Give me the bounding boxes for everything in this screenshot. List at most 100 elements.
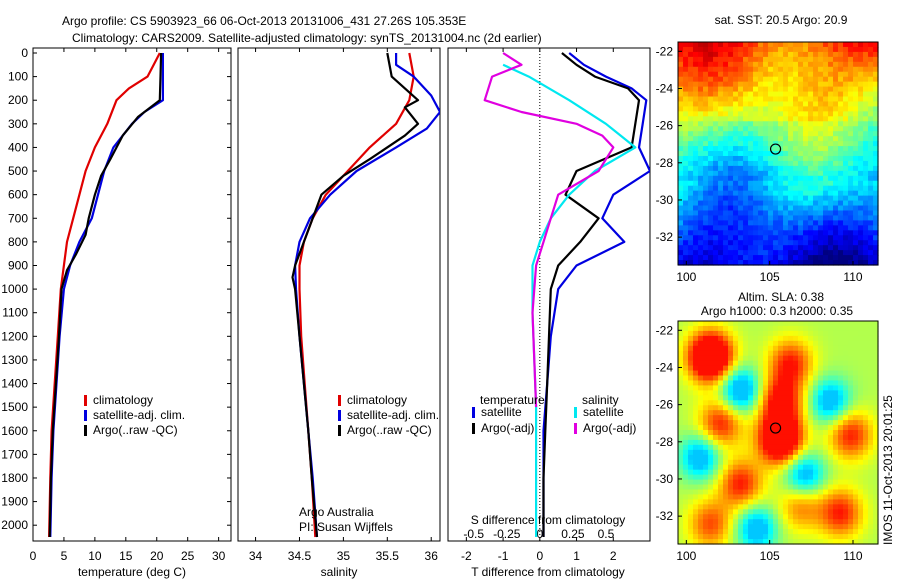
heatmap-cell [683,459,689,466]
heatmap-cell [723,365,729,372]
heatmap-cell [703,425,709,431]
heatmap-cell [718,245,724,251]
heatmap-cell [783,146,789,152]
heatmap-cell [718,56,724,63]
heatmap-cell [828,464,834,471]
heatmap-cell [758,205,764,212]
heatmap-cell [848,484,854,491]
heatmap-cell [808,220,814,226]
heatmap-cell [753,345,759,352]
heatmap-cell [683,61,689,68]
heatmap-cell [778,245,784,251]
heatmap-cell [863,514,869,520]
heatmap-cell [828,484,834,491]
heatmap-cell [758,255,764,261]
heatmap-cell [738,365,744,372]
heatmap-cell [713,529,719,535]
heatmap-cell [818,126,824,132]
heatmap-cell [853,121,859,127]
heatmap-cell [793,81,799,88]
heatmap-cell [758,151,764,157]
x-tick-label: 15 [119,549,133,563]
heatmap-cell [718,519,724,525]
heatmap-cell [688,230,694,236]
heatmap-cell [693,225,699,231]
heatmap-cell [738,330,744,337]
heatmap-cell [858,71,864,78]
heatmap-cell [753,180,759,187]
heatmap-cell [718,111,724,117]
heatmap-cell [733,335,739,342]
heatmap-cell [813,400,819,406]
heatmap-cell [738,136,744,142]
legend-swatch [84,410,87,421]
heatmap-cell [808,519,814,525]
heatmap-cell [718,385,724,391]
heatmap-cell [728,434,734,441]
heatmap-cell [688,220,694,226]
heatmap-cell [833,255,839,261]
heatmap-cell [703,190,709,197]
heatmap-cell [848,444,854,451]
heatmap-cell [873,215,879,221]
heatmap-cell [743,499,749,505]
heatmap-cell [818,395,824,401]
heatmap-cell [693,529,699,535]
heatmap-cell [818,449,824,456]
heatmap-cell [693,365,699,372]
heatmap-cell [703,146,709,152]
heatmap-cell [813,61,819,68]
heatmap-cell [693,444,699,451]
heatmap-cell [718,375,724,382]
heatmap-cell [763,449,769,456]
heatmap-cell [873,340,879,347]
heatmap-cell [803,106,809,112]
heatmap-cell [753,71,759,78]
heatmap-cell [683,444,689,451]
heatmap-cell [718,151,724,157]
heatmap-cell [828,509,834,515]
heatmap-cell [723,200,729,207]
heatmap-cell [838,195,844,202]
heatmap-cell [848,86,854,93]
heatmap-cell [828,321,834,327]
heatmap-cell [843,255,849,261]
heatmap-cell [853,405,859,411]
heatmap-cell [808,415,814,421]
heatmap-cell [848,190,854,197]
sla-heatmap [678,321,879,545]
heatmap-cell [833,71,839,78]
heatmap-cell [798,454,804,461]
heatmap-cell [713,76,719,83]
heatmap-cell [783,141,789,147]
heatmap-cell [803,325,809,332]
heatmap-cell [748,415,754,421]
heatmap-cell [738,514,744,520]
heatmap-cell [783,464,789,471]
heatmap-cell [828,210,834,217]
heatmap-cell [838,489,844,496]
heatmap-cell [678,410,684,416]
heatmap-cell [783,335,789,342]
heatmap-cell [788,250,794,256]
heatmap-cell [803,81,809,88]
heatmap-cell [858,449,864,456]
heatmap-cell [708,240,714,246]
heatmap-cell [788,534,794,540]
heatmap-cell [688,96,694,103]
heatmap-cell [778,449,784,456]
heatmap-cell [778,250,784,256]
heatmap-cell [838,405,844,411]
heatmap-cell [823,415,829,421]
heatmap-cell [788,529,794,535]
heatmap-cell [738,185,744,192]
heatmap-cell [843,225,849,231]
heatmap-cell [773,71,779,78]
heatmap-cell [683,395,689,401]
heatmap-cell [788,420,794,426]
heatmap-cell [733,111,739,117]
heatmap-cell [698,151,704,157]
heatmap-cell [753,454,759,461]
heatmap-cell [703,474,709,481]
